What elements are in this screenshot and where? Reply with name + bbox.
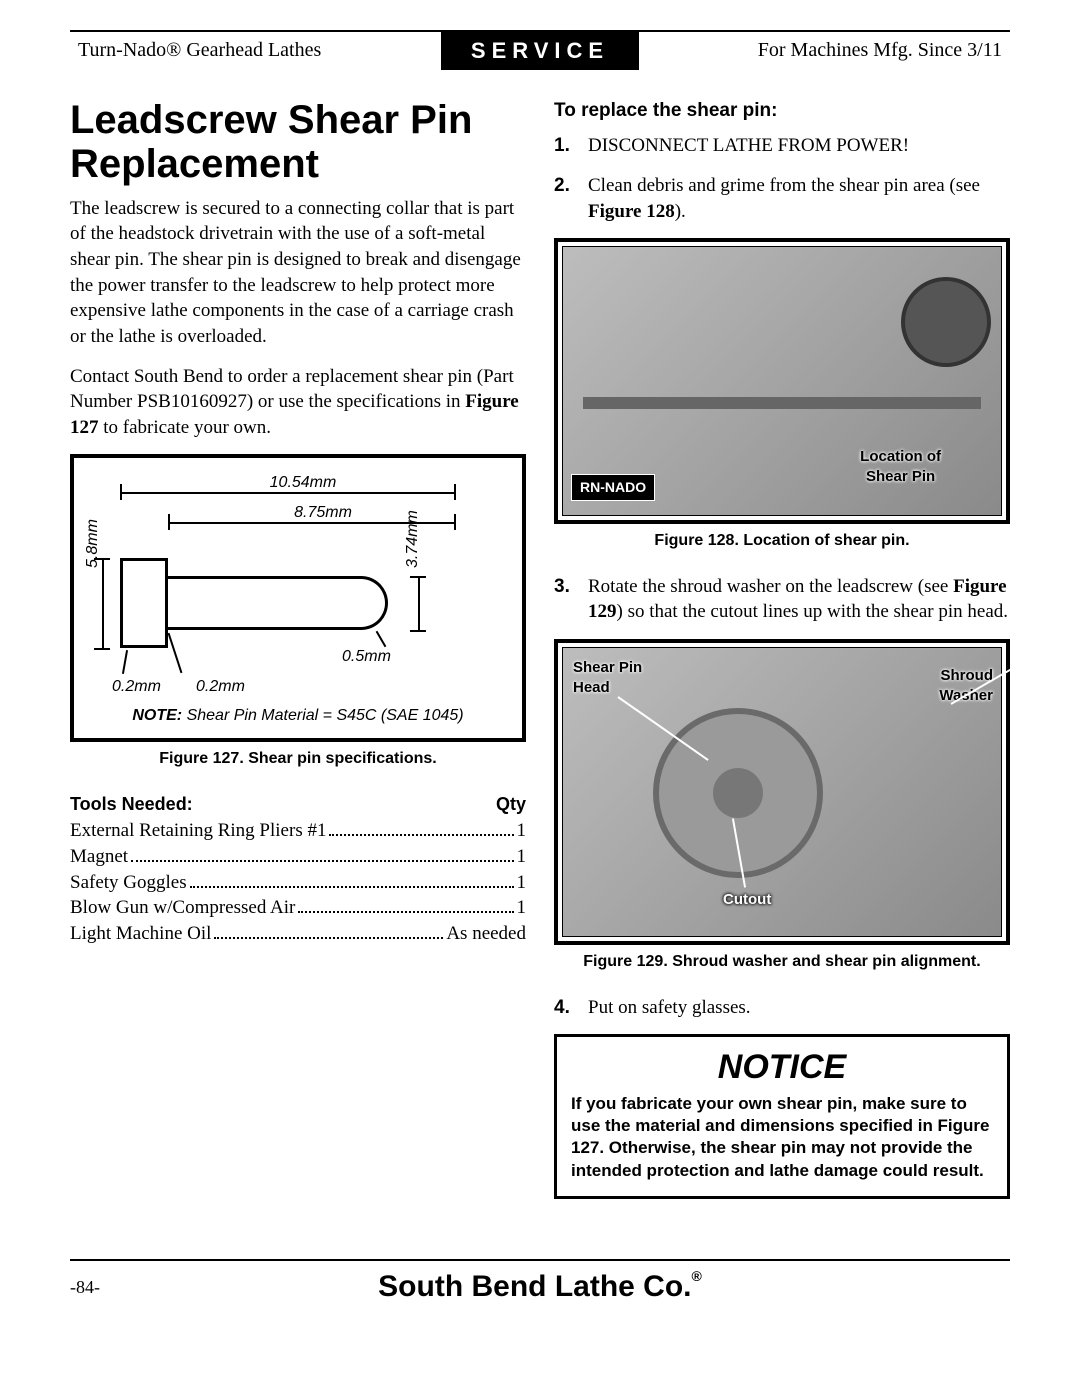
figure-127-caption: Figure 127. Shear pin specifications. [70, 748, 526, 770]
replace-heading: To replace the shear pin: [554, 98, 1010, 124]
note-text: Shear Pin Material = S45C (SAE 1045) [182, 707, 463, 724]
steps-list: DISCONNECT LATHE FROM POWER! Clean debri… [554, 133, 1010, 224]
figure-128-image: RN-NADO Location of Shear Pin [562, 246, 1002, 516]
tool-row: Blow Gun w/Compressed Air1 [70, 895, 526, 921]
figure-129-box: Shear Pin Head Shroud Washer Cutout [554, 639, 1010, 945]
header-left: Turn-Nado® Gearhead Lathes [70, 33, 441, 68]
dim-tip-radius: 0.5mm [342, 648, 391, 665]
page: Turn-Nado® Gearhead Lathes SERVICE For M… [0, 0, 1080, 1327]
footer: -84- South Bend Lathe Co.® [70, 1259, 1010, 1308]
dim-head-height: 5.8mm [84, 520, 101, 569]
figure-128-caption: Figure 128. Location of shear pin. [554, 530, 1010, 552]
page-number: -84- [70, 1275, 150, 1299]
step-1: DISCONNECT LATHE FROM POWER! [554, 133, 1010, 159]
fig128-label-line1: Location of [860, 448, 941, 465]
tools-needed-header: Tools Needed: Qty [70, 792, 526, 816]
dim-total-length: 10.54mm [270, 474, 337, 491]
step-2: Clean debris and grime from the shear pi… [554, 173, 1010, 224]
tool-row: Safety Goggles1 [70, 870, 526, 896]
header-right: For Machines Mfg. Since 3/11 [639, 33, 1010, 68]
tool-row: External Retaining Ring Pliers #11 [70, 818, 526, 844]
shear-pin-diagram: 10.54mm 8.75mm 5.8m [84, 468, 512, 728]
dim-chamfer-b: 0.2mm [196, 678, 245, 695]
tool-row: Light Machine OilAs needed [70, 921, 526, 947]
fig129-label-cutout: Cutout [723, 891, 771, 908]
notice-box: NOTICE If you fabricate your own shear p… [554, 1034, 1010, 1198]
figure-127-box: 10.54mm 8.75mm 5.8m [70, 454, 526, 742]
notice-body: If you fabricate your own shear pin, mak… [571, 1093, 993, 1181]
fig128-label-line2: Shear Pin [866, 468, 935, 485]
fig129-label-head2: Head [573, 679, 610, 696]
dim-shaft-height: 3.74mm [404, 511, 421, 569]
header-bar: Turn-Nado® Gearhead Lathes SERVICE For M… [70, 30, 1010, 70]
figure-129-image: Shear Pin Head Shroud Washer Cutout [562, 647, 1002, 937]
steps-list-cont: Rotate the shroud washer on the leadscre… [554, 574, 1010, 625]
footer-brand: South Bend Lathe Co.® [150, 1267, 930, 1308]
dim-shaft-length: 8.75mm [294, 504, 352, 521]
intro-paragraph-1: The leadscrew is secured to a connecting… [70, 196, 526, 350]
page-title: Leadscrew Shear Pin Replacement [70, 98, 526, 186]
steps-list-cont2: Put on safety glasses. [554, 995, 1010, 1021]
step-3: Rotate the shroud washer on the leadscre… [554, 574, 1010, 625]
left-column: Leadscrew Shear Pin Replacement The lead… [70, 98, 526, 1199]
right-column: To replace the shear pin: DISCONNECT LAT… [554, 98, 1010, 1199]
fig129-label-head1: Shear Pin [573, 659, 642, 676]
step-4: Put on safety glasses. [554, 995, 1010, 1021]
figure-129-caption: Figure 129. Shroud washer and shear pin … [554, 951, 1010, 973]
intro-paragraph-2: Contact South Bend to order a replacemen… [70, 364, 526, 441]
figure-128-box: RN-NADO Location of Shear Pin [554, 238, 1010, 524]
note-label: NOTE: [132, 707, 182, 724]
header-service-badge: SERVICE [441, 32, 639, 70]
qty-heading: Qty [496, 792, 526, 816]
fig129-label-washer1: Shroud [941, 667, 994, 684]
machine-badge: RN-NADO [571, 474, 655, 501]
tool-row: Magnet1 [70, 844, 526, 870]
notice-title: NOTICE [571, 1045, 993, 1091]
tools-heading: Tools Needed: [70, 792, 193, 816]
dim-chamfer-a: 0.2mm [112, 678, 161, 695]
